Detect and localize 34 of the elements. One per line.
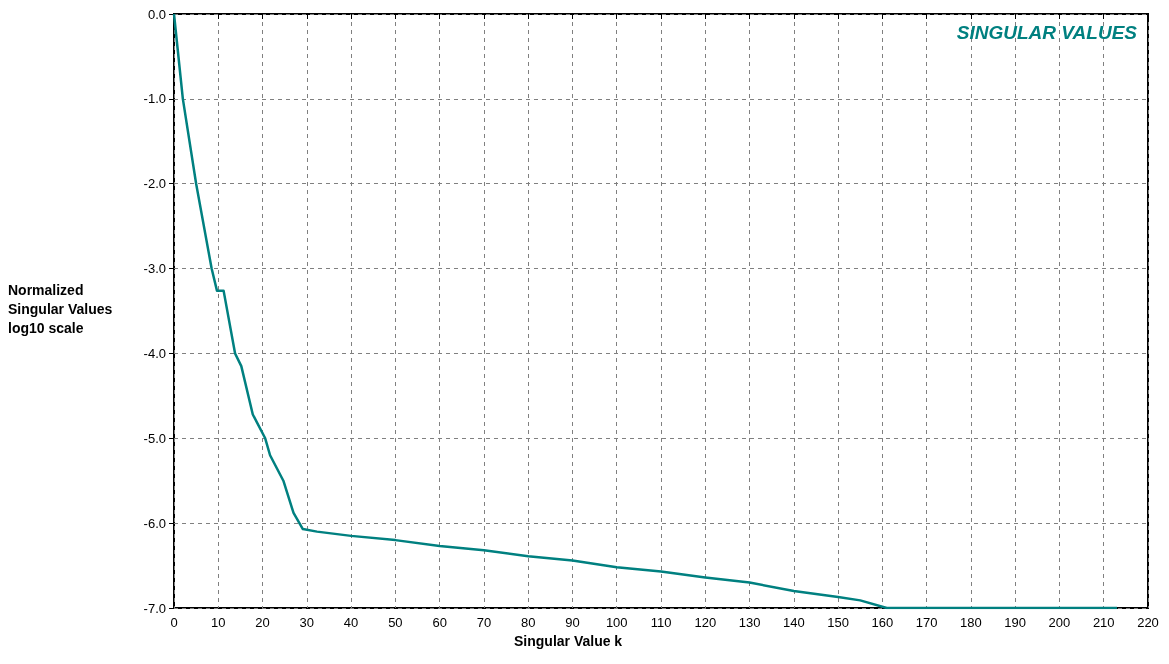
x-tick-label: 30 [299, 615, 315, 630]
x-axis-title: Singular Value k [514, 633, 623, 649]
x-tick-label: 0 [170, 615, 178, 630]
x-tick-label: 210 [1092, 615, 1115, 630]
x-tick-label: 10 [211, 615, 226, 630]
x-tick-label: 190 [1004, 615, 1027, 630]
y-tick-label: -7.0 [143, 600, 166, 616]
x-tick-label: 170 [915, 615, 938, 630]
x-tick-label: 80 [520, 615, 536, 630]
x-tick-label: 20 [255, 615, 270, 630]
x-tick-label: 220 [1137, 615, 1159, 630]
x-tick-label: 110 [650, 615, 672, 630]
x-tick-label: 140 [782, 615, 805, 630]
x-tick-label: 60 [432, 615, 447, 630]
y-tick-label: -2.0 [143, 176, 166, 192]
y-tick-label: -3.0 [143, 261, 166, 277]
x-tick-label: 40 [343, 615, 359, 630]
x-tick-label: 100 [605, 615, 628, 630]
y-tick-label: -4.0 [143, 345, 166, 361]
y-tick-label: 0.0 [147, 6, 166, 22]
x-tick-label: 90 [565, 615, 580, 630]
x-tick-label: 70 [476, 615, 492, 630]
y-tick-label: -6.0 [143, 515, 166, 531]
x-tick-label: 180 [960, 615, 982, 630]
y-tick-label: -5.0 [143, 430, 166, 446]
x-tick-label: 150 [827, 615, 849, 630]
x-tick-label: 120 [694, 615, 717, 630]
text: SINGULAR VALUES [956, 22, 1138, 43]
x-tick-label: 50 [388, 615, 403, 630]
x-tick-label: 200 [1048, 615, 1071, 630]
x-tick-label: 160 [871, 615, 894, 630]
x-tick-label: 130 [738, 615, 761, 630]
y-tick-label: -1.0 [143, 91, 166, 107]
y-axis-title: Normalized Singular Values log10 scale [8, 281, 117, 336]
